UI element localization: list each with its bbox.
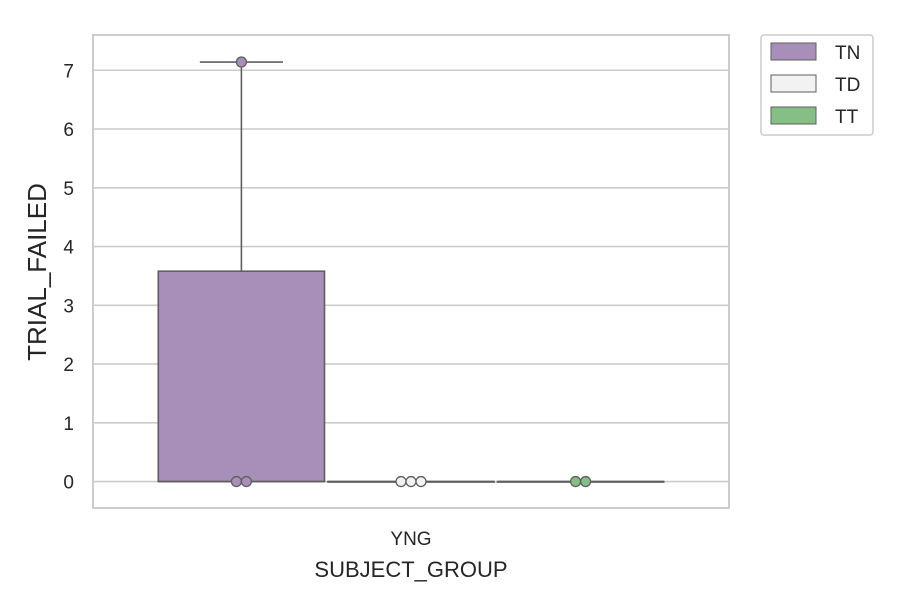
legend-swatch-tt	[770, 106, 817, 125]
legend: TN TD TT	[760, 34, 874, 136]
data-point-tn	[235, 56, 248, 68]
x-tick-labels: YNG	[390, 529, 431, 550]
data-point-tn	[230, 475, 243, 488]
data-point-td	[415, 475, 427, 488]
y-tick-label: 0	[63, 473, 74, 494]
x-axis-label: SUBJECT_GROUP	[314, 557, 507, 582]
box-body	[157, 270, 326, 483]
data-points	[230, 56, 592, 488]
y-tick-label: 2	[63, 355, 74, 376]
legend-label-tn: TN	[835, 43, 860, 64]
boxes	[157, 61, 665, 483]
plot-frame	[92, 34, 730, 509]
data-point-td	[395, 475, 407, 488]
x-tick-label: YNG	[390, 529, 431, 550]
y-tick-label: 4	[63, 238, 74, 259]
legend-swatch-tn	[770, 42, 817, 61]
y-tick-label: 3	[63, 296, 74, 317]
box-tn	[157, 61, 326, 483]
y-tick-label: 1	[63, 414, 74, 435]
y-tick-label: 5	[63, 179, 74, 200]
legend-label-tt: TT	[835, 107, 859, 128]
data-point-tt	[579, 475, 592, 488]
y-tick-labels: 0 1 2 3 4 5 6 7	[63, 61, 74, 493]
legend-label-td: TD	[835, 75, 860, 96]
legend-swatch-td	[770, 74, 817, 93]
y-axis-label: TRIAL_FAILED	[22, 183, 52, 361]
y-tick-label: 7	[63, 61, 74, 82]
data-point-tt	[569, 475, 582, 488]
y-tick-label: 6	[63, 120, 74, 141]
data-point-tn	[240, 475, 253, 488]
data-point-td	[405, 475, 417, 488]
